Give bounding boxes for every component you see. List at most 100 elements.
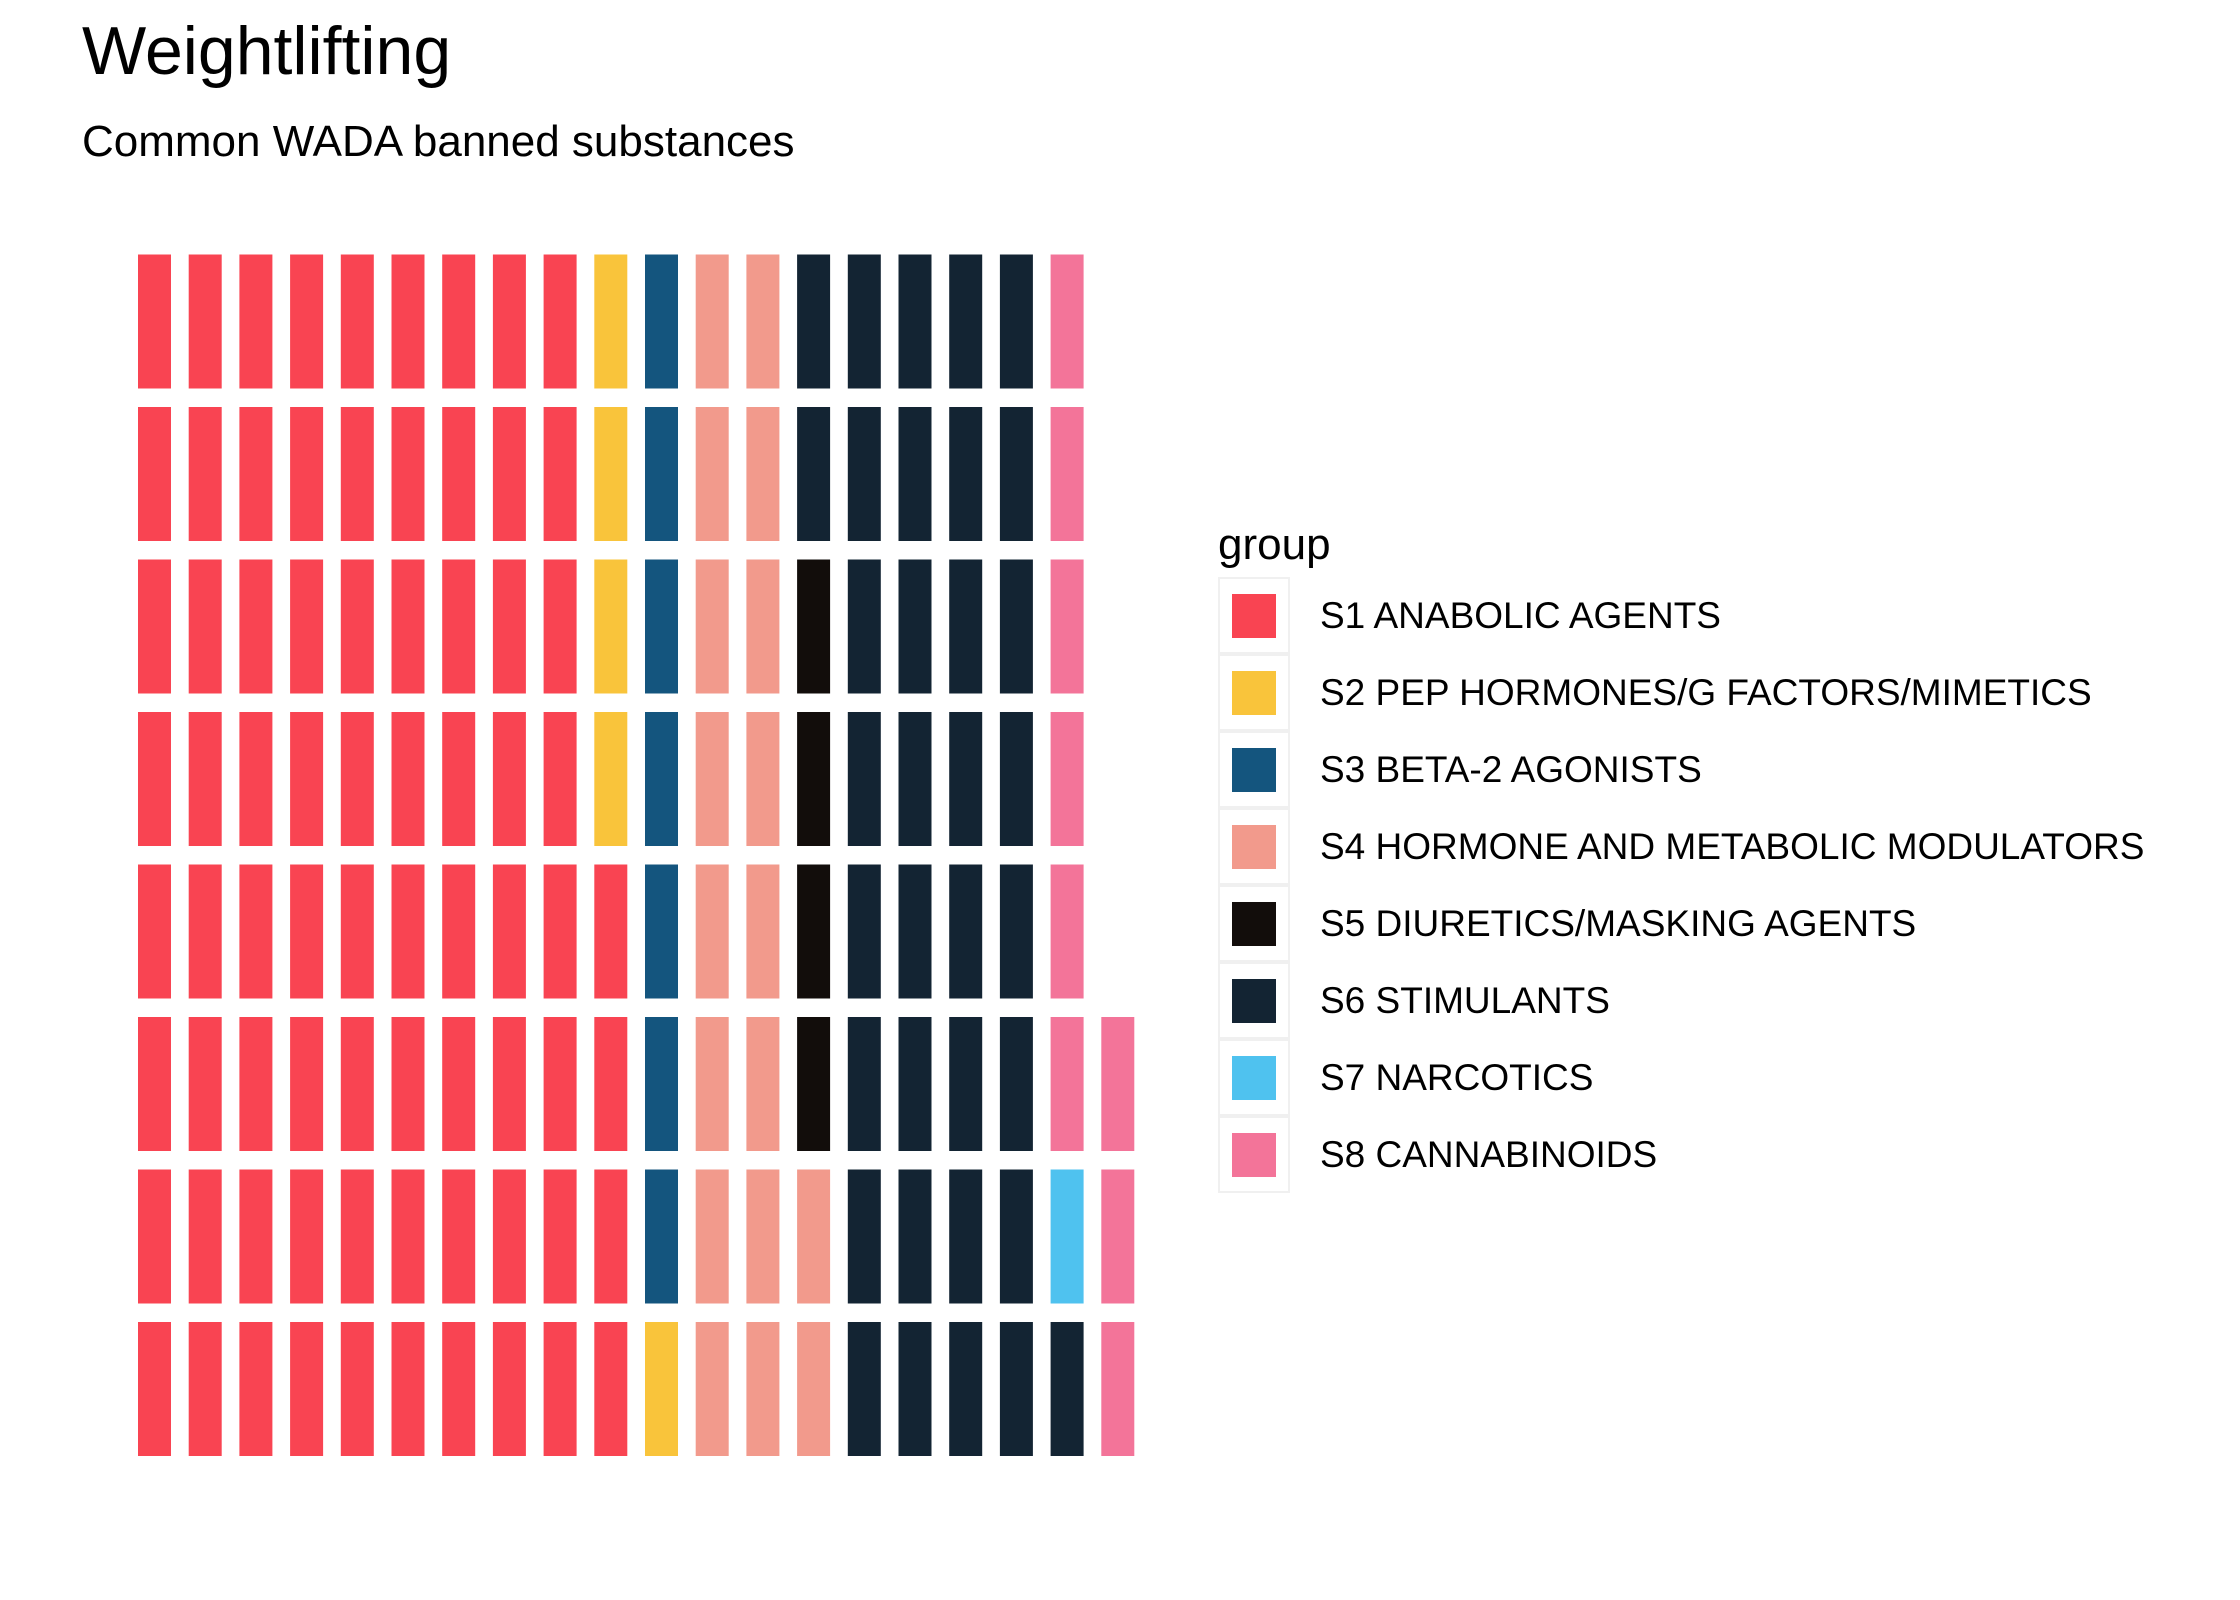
waffle-cell-s1 [543, 559, 577, 694]
waffle-cell-s6 [847, 1017, 881, 1151]
waffle-cell-s6 [847, 712, 881, 846]
waffle-cell-s1 [594, 1322, 628, 1456]
waffle-cell-s8 [1101, 1169, 1135, 1304]
legend-swatch [1232, 593, 1276, 638]
legend-item-s8: S8 CANNABINOIDS [1218, 1116, 2144, 1193]
waffle-cell-s6 [847, 559, 881, 694]
legend-key [1218, 1039, 1290, 1116]
legend-item-s1: S1 ANABOLIC AGENTS [1218, 577, 2144, 654]
waffle-cell-s1 [442, 864, 476, 999]
waffle-cell-s4 [746, 1017, 780, 1151]
waffle-cell-s1 [188, 864, 222, 999]
waffle-cell-s1 [594, 1169, 628, 1304]
legend-swatch [1232, 1132, 1276, 1177]
waffle-cell-s4 [695, 559, 729, 694]
waffle-cell-s4 [746, 1169, 780, 1304]
legend-item-s5: S5 DIURETICS/MASKING AGENTS [1218, 885, 2144, 962]
waffle-cell-s1 [138, 712, 171, 846]
legend-swatch [1232, 1055, 1276, 1100]
legend-item-s4: S4 HORMONE AND METABOLIC MODULATORS [1218, 808, 2144, 885]
waffle-cell-s1 [442, 1169, 476, 1304]
waffle-cell-s5 [797, 1017, 831, 1151]
waffle-cell-s6 [999, 254, 1033, 389]
legend-label: S8 CANNABINOIDS [1320, 1133, 1658, 1175]
waffle-cell-s6 [797, 407, 831, 541]
waffle-cell-s6 [949, 1017, 983, 1151]
waffle-cell-s1 [188, 1322, 222, 1456]
legend-key [1218, 654, 1290, 731]
legend-swatch [1232, 824, 1276, 869]
waffle-cell-s2 [594, 712, 628, 846]
waffle-cell-s6 [847, 1169, 881, 1304]
waffle-cell-s4 [746, 1322, 780, 1456]
waffle-cell-s6 [898, 864, 932, 999]
waffle-cell-s1 [391, 1169, 425, 1304]
waffle-cell-s2 [594, 254, 628, 389]
waffle-cell-s1 [492, 559, 526, 694]
legend-label: S4 HORMONE AND METABOLIC MODULATORS [1320, 825, 2145, 867]
waffle-cell-s5 [797, 864, 831, 999]
waffle-cell-s1 [290, 1169, 324, 1304]
waffle-cell-s1 [543, 1169, 577, 1304]
waffle-cell-s1 [492, 407, 526, 541]
waffle-cell-s6 [898, 254, 932, 389]
legend-key [1218, 731, 1290, 808]
legend-swatch [1232, 747, 1276, 792]
waffle-cell-s1 [442, 559, 476, 694]
waffle-cell-s1 [188, 559, 222, 694]
waffle-cell-s8 [1050, 407, 1084, 541]
waffle-cell-s2 [594, 407, 628, 541]
waffle-cell-s6 [797, 254, 831, 389]
waffle-cell-s1 [492, 864, 526, 999]
waffle-cell-s3 [645, 407, 678, 541]
waffle-cell-s1 [391, 864, 425, 999]
waffle-cell-s1 [239, 1322, 273, 1456]
waffle-cell-s1 [543, 254, 577, 389]
waffle-cell-s3 [645, 864, 678, 999]
legend-key [1218, 885, 1290, 962]
legend-items: S1 ANABOLIC AGENTS S2 PEP HORMONES/G FACT… [1218, 577, 2144, 1193]
legend-key [1218, 1116, 1290, 1193]
waffle-cell-s1 [543, 1017, 577, 1151]
waffle-cell-s3 [645, 254, 678, 389]
waffle-cell-s1 [188, 407, 222, 541]
waffle-cell-s4 [695, 1322, 729, 1456]
waffle-cell-s3 [645, 712, 678, 846]
chart-subtitle: Common WADA banned substances [82, 117, 795, 166]
waffle-cell-s6 [898, 407, 932, 541]
waffle-cell-s1 [138, 864, 171, 999]
waffle-cell-s6 [949, 1169, 983, 1304]
waffle-cell-s8 [1050, 254, 1084, 389]
waffle-cell-s3 [645, 559, 678, 694]
legend-key [1218, 808, 1290, 885]
waffle-cell-s1 [290, 559, 324, 694]
waffle-cell-s1 [239, 254, 273, 389]
waffle-cell-s5 [797, 712, 831, 846]
waffle-cell-s3 [645, 1017, 678, 1151]
waffle-cell-s1 [492, 1017, 526, 1151]
waffle-cell-s6 [898, 1322, 932, 1456]
waffle-cell-s1 [188, 1169, 222, 1304]
waffle-cell-s6 [847, 254, 881, 389]
waffle-cell-s1 [340, 407, 374, 541]
waffle-cell-s6 [949, 254, 983, 389]
waffle-cell-s1 [239, 1169, 273, 1304]
waffle-cell-s1 [442, 254, 476, 389]
waffle-cell-s1 [492, 712, 526, 846]
waffle-cell-s6 [999, 1322, 1033, 1456]
waffle-cell-s6 [1050, 1322, 1084, 1456]
waffle-cell-s6 [898, 1169, 932, 1304]
waffle-cell-s1 [340, 559, 374, 694]
waffle-cell-s4 [695, 712, 729, 846]
waffle-cell-s6 [949, 1322, 983, 1456]
waffle-cell-s6 [949, 407, 983, 541]
waffle-cell-s1 [543, 712, 577, 846]
waffle-cell-s1 [391, 712, 425, 846]
waffle-cell-s4 [695, 254, 729, 389]
waffle-cell-s1 [492, 1322, 526, 1456]
legend-item-s6: S6 STIMULANTS [1218, 962, 2144, 1039]
legend-label: S7 NARCOTICS [1320, 1056, 1594, 1098]
waffle-cell-s4 [695, 407, 729, 541]
waffle-cell-s1 [340, 1322, 374, 1456]
waffle-cell-s1 [239, 1017, 273, 1151]
